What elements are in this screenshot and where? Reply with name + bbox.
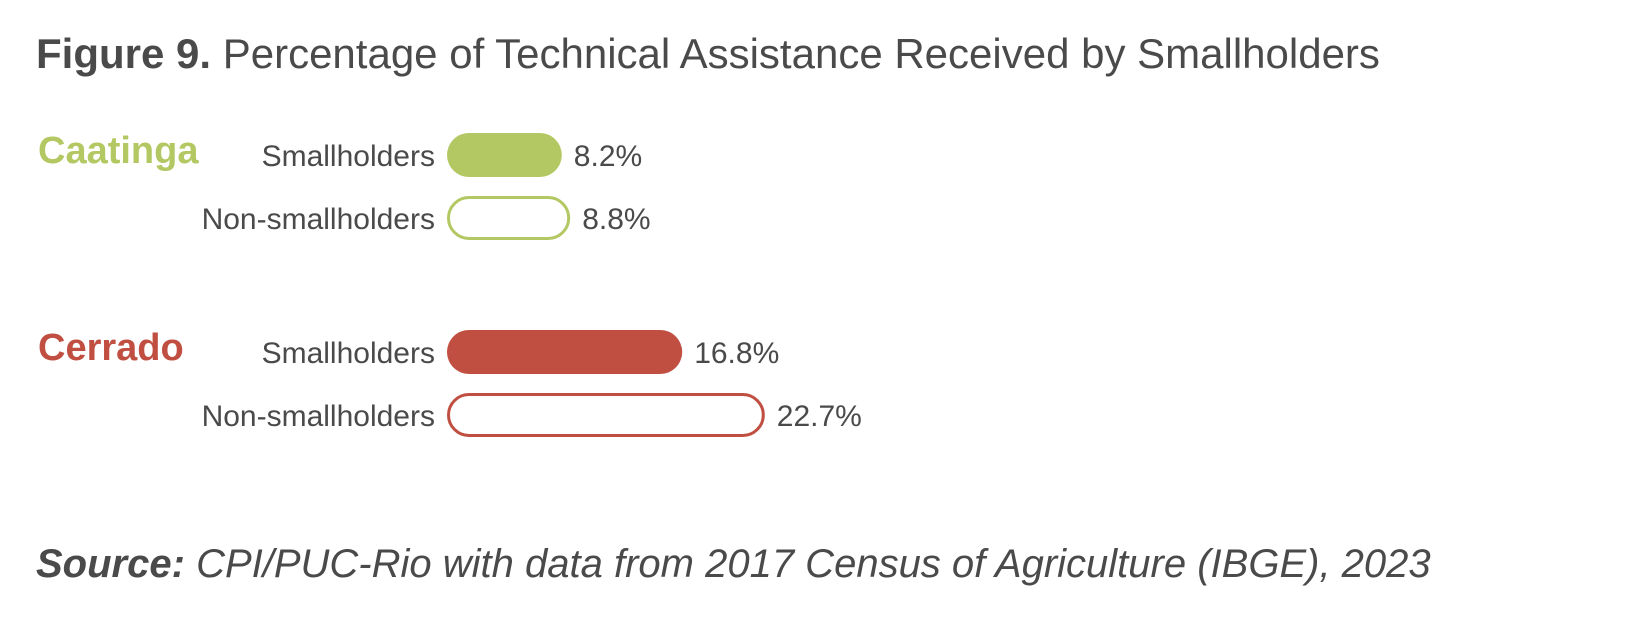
source-label: Source: <box>36 542 185 586</box>
bar-category-label: Non-smallholders <box>202 203 435 236</box>
bar <box>447 196 571 240</box>
figure-label: Figure 9. <box>36 30 212 77</box>
bar-value-label: 8.2% <box>574 140 642 173</box>
bar-value-label: 8.8% <box>582 203 650 236</box>
group-label: Caatinga <box>38 130 199 172</box>
bar-category-label: Smallholders <box>262 337 435 370</box>
figure-title: Figure 9. Percentage of Technical Assist… <box>36 30 1380 78</box>
figure-title-text: Percentage of Technical Assistance Recei… <box>222 30 1380 77</box>
bar-chart: Caatinga Smallholders 8.2% Non-smallholders… <box>38 130 862 437</box>
bar-value-label: 22.7% <box>777 400 862 433</box>
bar-value-label: 16.8% <box>694 337 779 370</box>
bar <box>447 330 683 374</box>
bar-category-label: Smallholders <box>262 140 435 173</box>
bar <box>447 133 562 177</box>
bar <box>447 393 765 437</box>
bar-category-label: Non-smallholders <box>202 400 435 433</box>
source-text: CPI/PUC-Rio with data from 2017 Census o… <box>196 542 1431 586</box>
source-note: Source: CPI/PUC-Rio with data from 2017 … <box>36 542 1431 587</box>
group-label: Cerrado <box>38 327 184 369</box>
